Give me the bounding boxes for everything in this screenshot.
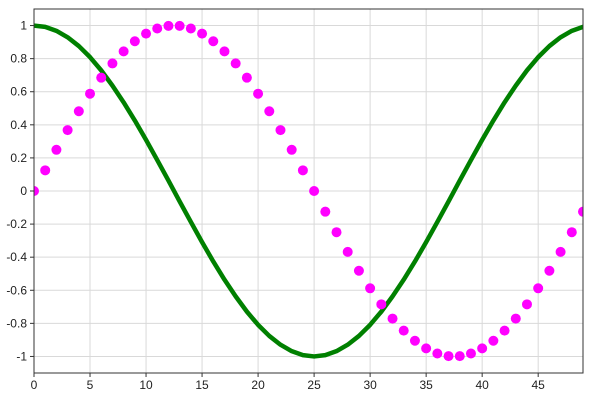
series-point (578, 206, 583, 217)
series-point (533, 283, 544, 294)
series-point (353, 265, 364, 276)
series-point (286, 144, 297, 155)
series-point (264, 106, 275, 117)
y-tick-label: -0.8 (6, 316, 27, 330)
series-point (499, 325, 510, 336)
series-point (421, 343, 432, 354)
y-tick-label: 0.2 (10, 151, 27, 165)
x-tick-label: 25 (307, 378, 321, 392)
series-point (230, 58, 241, 69)
x-tick-label: 5 (87, 378, 94, 392)
series-point (185, 23, 196, 34)
series-point (398, 325, 409, 336)
series-point (197, 28, 208, 39)
series-point (409, 335, 420, 346)
series-point (443, 351, 454, 362)
series-point (365, 283, 376, 294)
y-tick-label: 0.6 (10, 85, 27, 99)
x-tick-label: 40 (475, 378, 489, 392)
y-tick-label: 0 (20, 184, 27, 198)
series-point (521, 299, 532, 310)
series-point (320, 206, 331, 217)
y-tick-label: 0.8 (10, 52, 27, 66)
series-point (376, 299, 387, 310)
series-point (174, 20, 185, 31)
series-point (219, 46, 230, 57)
y-tick-label: -0.4 (6, 250, 27, 264)
series-point (544, 265, 555, 276)
series-point (152, 23, 163, 34)
y-tick-label: -0.6 (6, 283, 27, 297)
series-point (129, 36, 140, 47)
series-point (118, 46, 129, 57)
series-point (85, 88, 96, 99)
series-point (477, 343, 488, 354)
series-point (331, 227, 342, 238)
y-tick-label: 1 (20, 19, 27, 33)
series-point (387, 313, 398, 324)
series-point (163, 20, 174, 31)
series-point (510, 313, 521, 324)
series-point (96, 72, 107, 83)
series-point (241, 72, 252, 83)
series-point (432, 348, 443, 359)
plot-area (34, 20, 583, 362)
series-point (208, 36, 219, 47)
series-line (34, 23, 583, 359)
series-point (40, 165, 51, 176)
series-point (465, 348, 476, 359)
x-tick-label: 20 (251, 378, 265, 392)
series-point (555, 246, 566, 257)
x-tick-label: 15 (195, 378, 209, 392)
series-point (253, 88, 264, 99)
axis-ticks: 0 5 10 15 20 25 30 35 40 45 1 0.8 0.6 0.4 0.2 0 -0.2 -0.4… (6, 19, 545, 392)
series-point (342, 246, 353, 257)
x-tick-label: 45 (532, 378, 546, 392)
y-tick-label: -0.2 (6, 217, 27, 231)
series-point (488, 335, 499, 346)
series-point (454, 351, 465, 362)
x-tick-label: 30 (363, 378, 377, 392)
series-point (62, 125, 73, 136)
series-point (73, 106, 84, 117)
series-point (566, 227, 577, 238)
x-tick-label: 35 (419, 378, 433, 392)
series-point (141, 28, 152, 39)
series-point (309, 186, 320, 196)
series-point (51, 144, 62, 155)
y-tick-label: -1 (16, 349, 27, 363)
series-point (275, 125, 286, 136)
y-tick-label: 0.4 (10, 118, 27, 132)
series-point (297, 165, 308, 176)
series-point (107, 58, 118, 69)
x-tick-label: 10 (139, 378, 153, 392)
x-tick-label: 0 (31, 378, 38, 392)
series-point (34, 186, 39, 196)
